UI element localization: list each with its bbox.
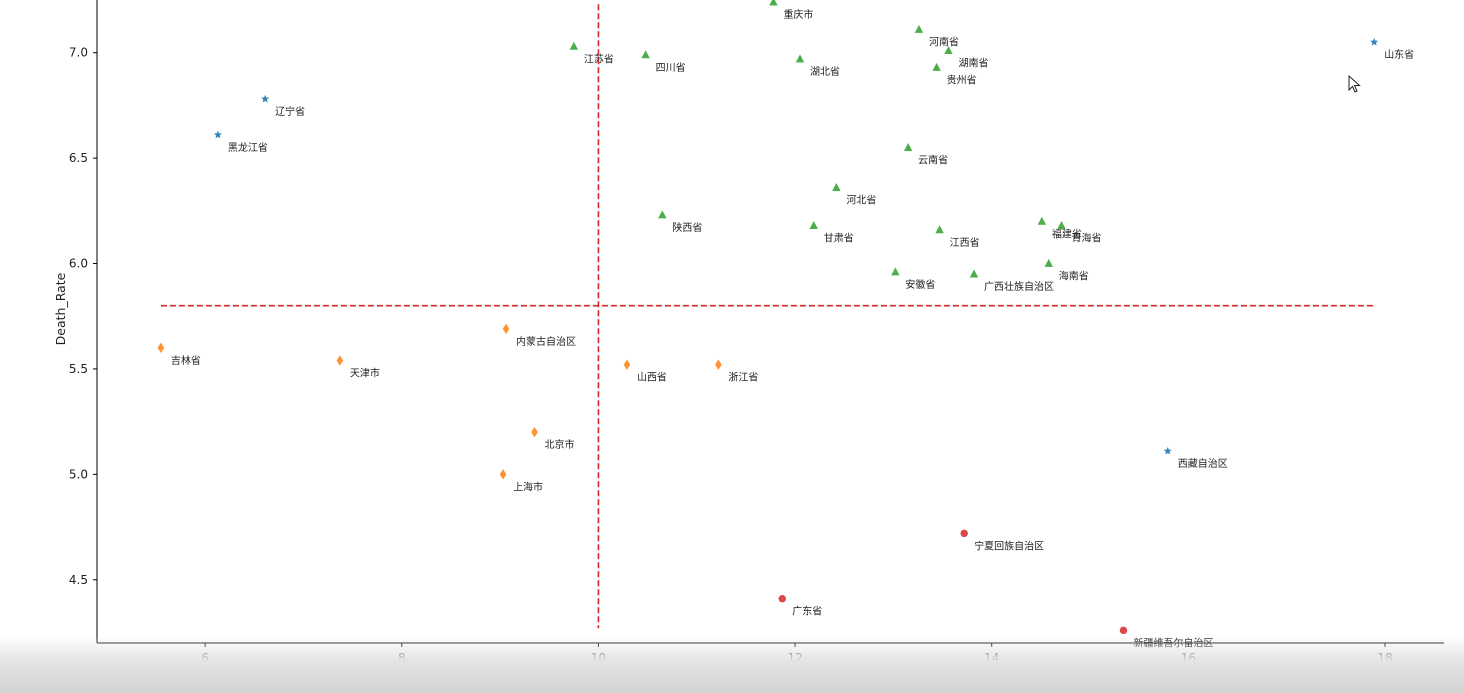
point-label: 青海省 — [1072, 232, 1102, 245]
y-tick-label: 6.0 — [69, 257, 88, 271]
point-label: 广东省 — [792, 605, 822, 618]
point-label: 湖北省 — [810, 65, 840, 78]
point-label: 四川省 — [656, 61, 686, 74]
data-point-triangle — [795, 54, 805, 63]
point-label: 云南省 — [918, 154, 948, 167]
data-point-triangle — [569, 41, 579, 50]
x-tick-label: 12 — [787, 651, 802, 665]
point-label: 重庆市 — [783, 8, 813, 21]
point-label: 黑龙江省 — [228, 141, 268, 154]
point-label: 湖南省 — [958, 57, 988, 70]
y-axis-label: Death_Rate — [53, 272, 68, 345]
point-label: 广西壮族自治区 — [984, 280, 1054, 293]
data-point-circle — [1119, 626, 1128, 635]
data-points — [157, 0, 1379, 635]
data-point-triangle — [1044, 258, 1053, 267]
y-tick-label: 4.5 — [69, 573, 88, 587]
data-point-triangle — [935, 225, 944, 234]
point-label: 江西省 — [950, 236, 980, 249]
data-point-circle — [960, 529, 968, 538]
x-tick-label: 14 — [984, 651, 999, 665]
x-tick-label: 10 — [591, 651, 606, 665]
data-point-star — [1370, 37, 1379, 46]
point-label: 河北省 — [846, 194, 876, 207]
data-point-triangle — [932, 62, 941, 71]
point-label: 海南省 — [1059, 270, 1089, 283]
data-point-triangle — [832, 183, 841, 192]
point-label: 新疆维吾尔自治区 — [1133, 636, 1213, 649]
data-point-circle — [778, 595, 786, 603]
point-label: 天津市 — [350, 367, 380, 380]
point-label: 福建省 — [1052, 227, 1082, 240]
data-point-triangle — [1057, 220, 1066, 229]
reference-lines — [160, 4, 1375, 629]
point-label: 浙江省 — [728, 371, 758, 384]
point-label: 辽宁省 — [275, 105, 305, 118]
data-point-diamond — [336, 355, 344, 366]
data-point-triangle — [769, 0, 778, 6]
x-tick-label: 6 — [201, 651, 209, 665]
axes: 6 8 10 12 14 16 18 4.5 5.0 5.5 6.0 6.5 7.0 — [69, 0, 1444, 665]
data-point-star — [1163, 446, 1172, 455]
y-tick-label: 5.0 — [69, 467, 88, 481]
point-label: 宁夏回族自治区 — [974, 539, 1044, 552]
data-point-triangle — [641, 50, 650, 59]
x-tick-label: 18 — [1377, 651, 1392, 665]
data-point-triangle — [809, 220, 818, 229]
data-point-triangle — [914, 24, 924, 33]
data-point-star — [261, 94, 270, 103]
x-tick-label: 16 — [1181, 651, 1196, 665]
x-tick-label: 8 — [398, 651, 406, 665]
data-point-diamond — [499, 469, 507, 480]
data-point-triangle — [1037, 216, 1047, 225]
data-point-triangle — [944, 45, 953, 54]
point-label: 贵州省 — [947, 73, 977, 86]
point-label: 河南省 — [929, 36, 959, 49]
point-label: 西藏自治区 — [1178, 457, 1228, 470]
point-label: 江苏省 — [584, 52, 614, 65]
point-label: 北京市 — [545, 438, 575, 451]
data-point-star — [213, 130, 222, 139]
y-tick-label: 7.0 — [69, 46, 88, 60]
data-point-diamond — [531, 426, 538, 438]
point-label: 山西省 — [637, 371, 667, 384]
data-point-triangle — [903, 142, 913, 151]
data-point-diamond — [623, 359, 631, 370]
data-point-diamond — [502, 323, 510, 335]
mouse-cursor-icon — [1348, 75, 1361, 93]
data-point-triangle — [891, 267, 900, 276]
point-label: 甘肃省 — [824, 232, 854, 245]
x-axis-label: Birth_Rate — [738, 668, 803, 683]
point-label: 安徽省 — [905, 278, 935, 291]
point-label: 上海市 — [513, 480, 543, 493]
point-label: 陕西省 — [672, 221, 702, 234]
data-point-triangle — [969, 269, 979, 278]
y-tick-label: 6.5 — [69, 151, 88, 165]
point-label: 吉林省 — [171, 354, 201, 367]
y-tick-label: 5.5 — [69, 362, 88, 376]
data-point-diamond — [157, 342, 165, 354]
point-label: 内蒙古自治区 — [516, 335, 576, 348]
point-label: 山东省 — [1384, 48, 1414, 61]
data-point-triangle — [658, 210, 667, 219]
data-point-diamond — [715, 359, 722, 370]
